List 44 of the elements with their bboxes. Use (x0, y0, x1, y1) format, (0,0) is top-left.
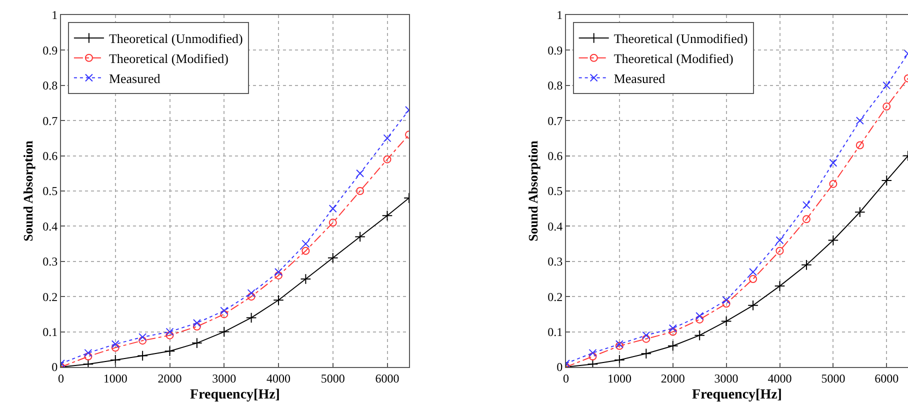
y-tick-label: 0.5 (42, 184, 58, 198)
x-tick-label: 6000 (375, 371, 400, 386)
y-tick-label: 0.8 (548, 78, 563, 93)
x-tick-label: 2000 (660, 371, 685, 386)
y-tick-label: 1 (556, 8, 563, 22)
y-tick-label: 0.9 (42, 43, 58, 58)
y-tick-label: 0.2 (548, 290, 563, 304)
y-tick-label: 0.2 (42, 290, 58, 304)
y-tick-label: 0.9 (548, 43, 563, 58)
y-tick-label: 0.3 (548, 254, 563, 269)
y-axis-title: Sound Absorption (526, 140, 541, 242)
y-tick-label: 0.1 (42, 325, 58, 339)
legend-label: Theoretical (Unmodified) (108, 31, 243, 46)
y-tick-label: 1 (52, 8, 58, 22)
legend-label: Theoretical (Modified) (614, 50, 734, 66)
x-tick-label: 1000 (607, 371, 632, 386)
y-tick-label: 0.4 (42, 219, 58, 234)
legend-label: Theoretical (Modified) (108, 50, 228, 66)
legend-label: Measured (614, 70, 666, 86)
legend-label: Measured (108, 70, 161, 86)
y-tick-label: 0.7 (548, 114, 563, 128)
y-tick-label: 0.6 (42, 149, 58, 163)
y-tick-label: 0.5 (548, 184, 563, 198)
x-tick-label: 3000 (212, 371, 236, 386)
y-tick-label: 0 (52, 360, 58, 374)
y-tick-label: 0 (556, 360, 563, 374)
x-axis-title: Frequency[Hz] (190, 388, 280, 403)
x-tick-label: 2000 (158, 371, 182, 386)
x-tick-label: 5000 (320, 371, 345, 386)
y-tick-label: 0.3 (42, 254, 58, 269)
x-tick-label: 3000 (714, 371, 738, 386)
x-tick-label: 1000 (103, 371, 128, 386)
x-tick-label: 5000 (821, 371, 846, 386)
x-tick-label: 4000 (266, 371, 290, 386)
y-axis-title: Sound Absorption (20, 140, 36, 242)
legend-label: Theoretical (Unmodified) (614, 31, 748, 46)
x-axis-title: Frequency[Hz] (692, 388, 782, 403)
y-tick-label: 0.7 (42, 114, 58, 128)
x-tick-label: 6000 (874, 371, 899, 386)
y-tick-label: 0.8 (42, 78, 58, 93)
y-tick-label: 0.4 (548, 219, 563, 234)
x-tick-label: 4000 (768, 371, 792, 386)
y-tick-label: 0.1 (548, 325, 563, 339)
y-tick-label: 0.6 (548, 149, 563, 163)
